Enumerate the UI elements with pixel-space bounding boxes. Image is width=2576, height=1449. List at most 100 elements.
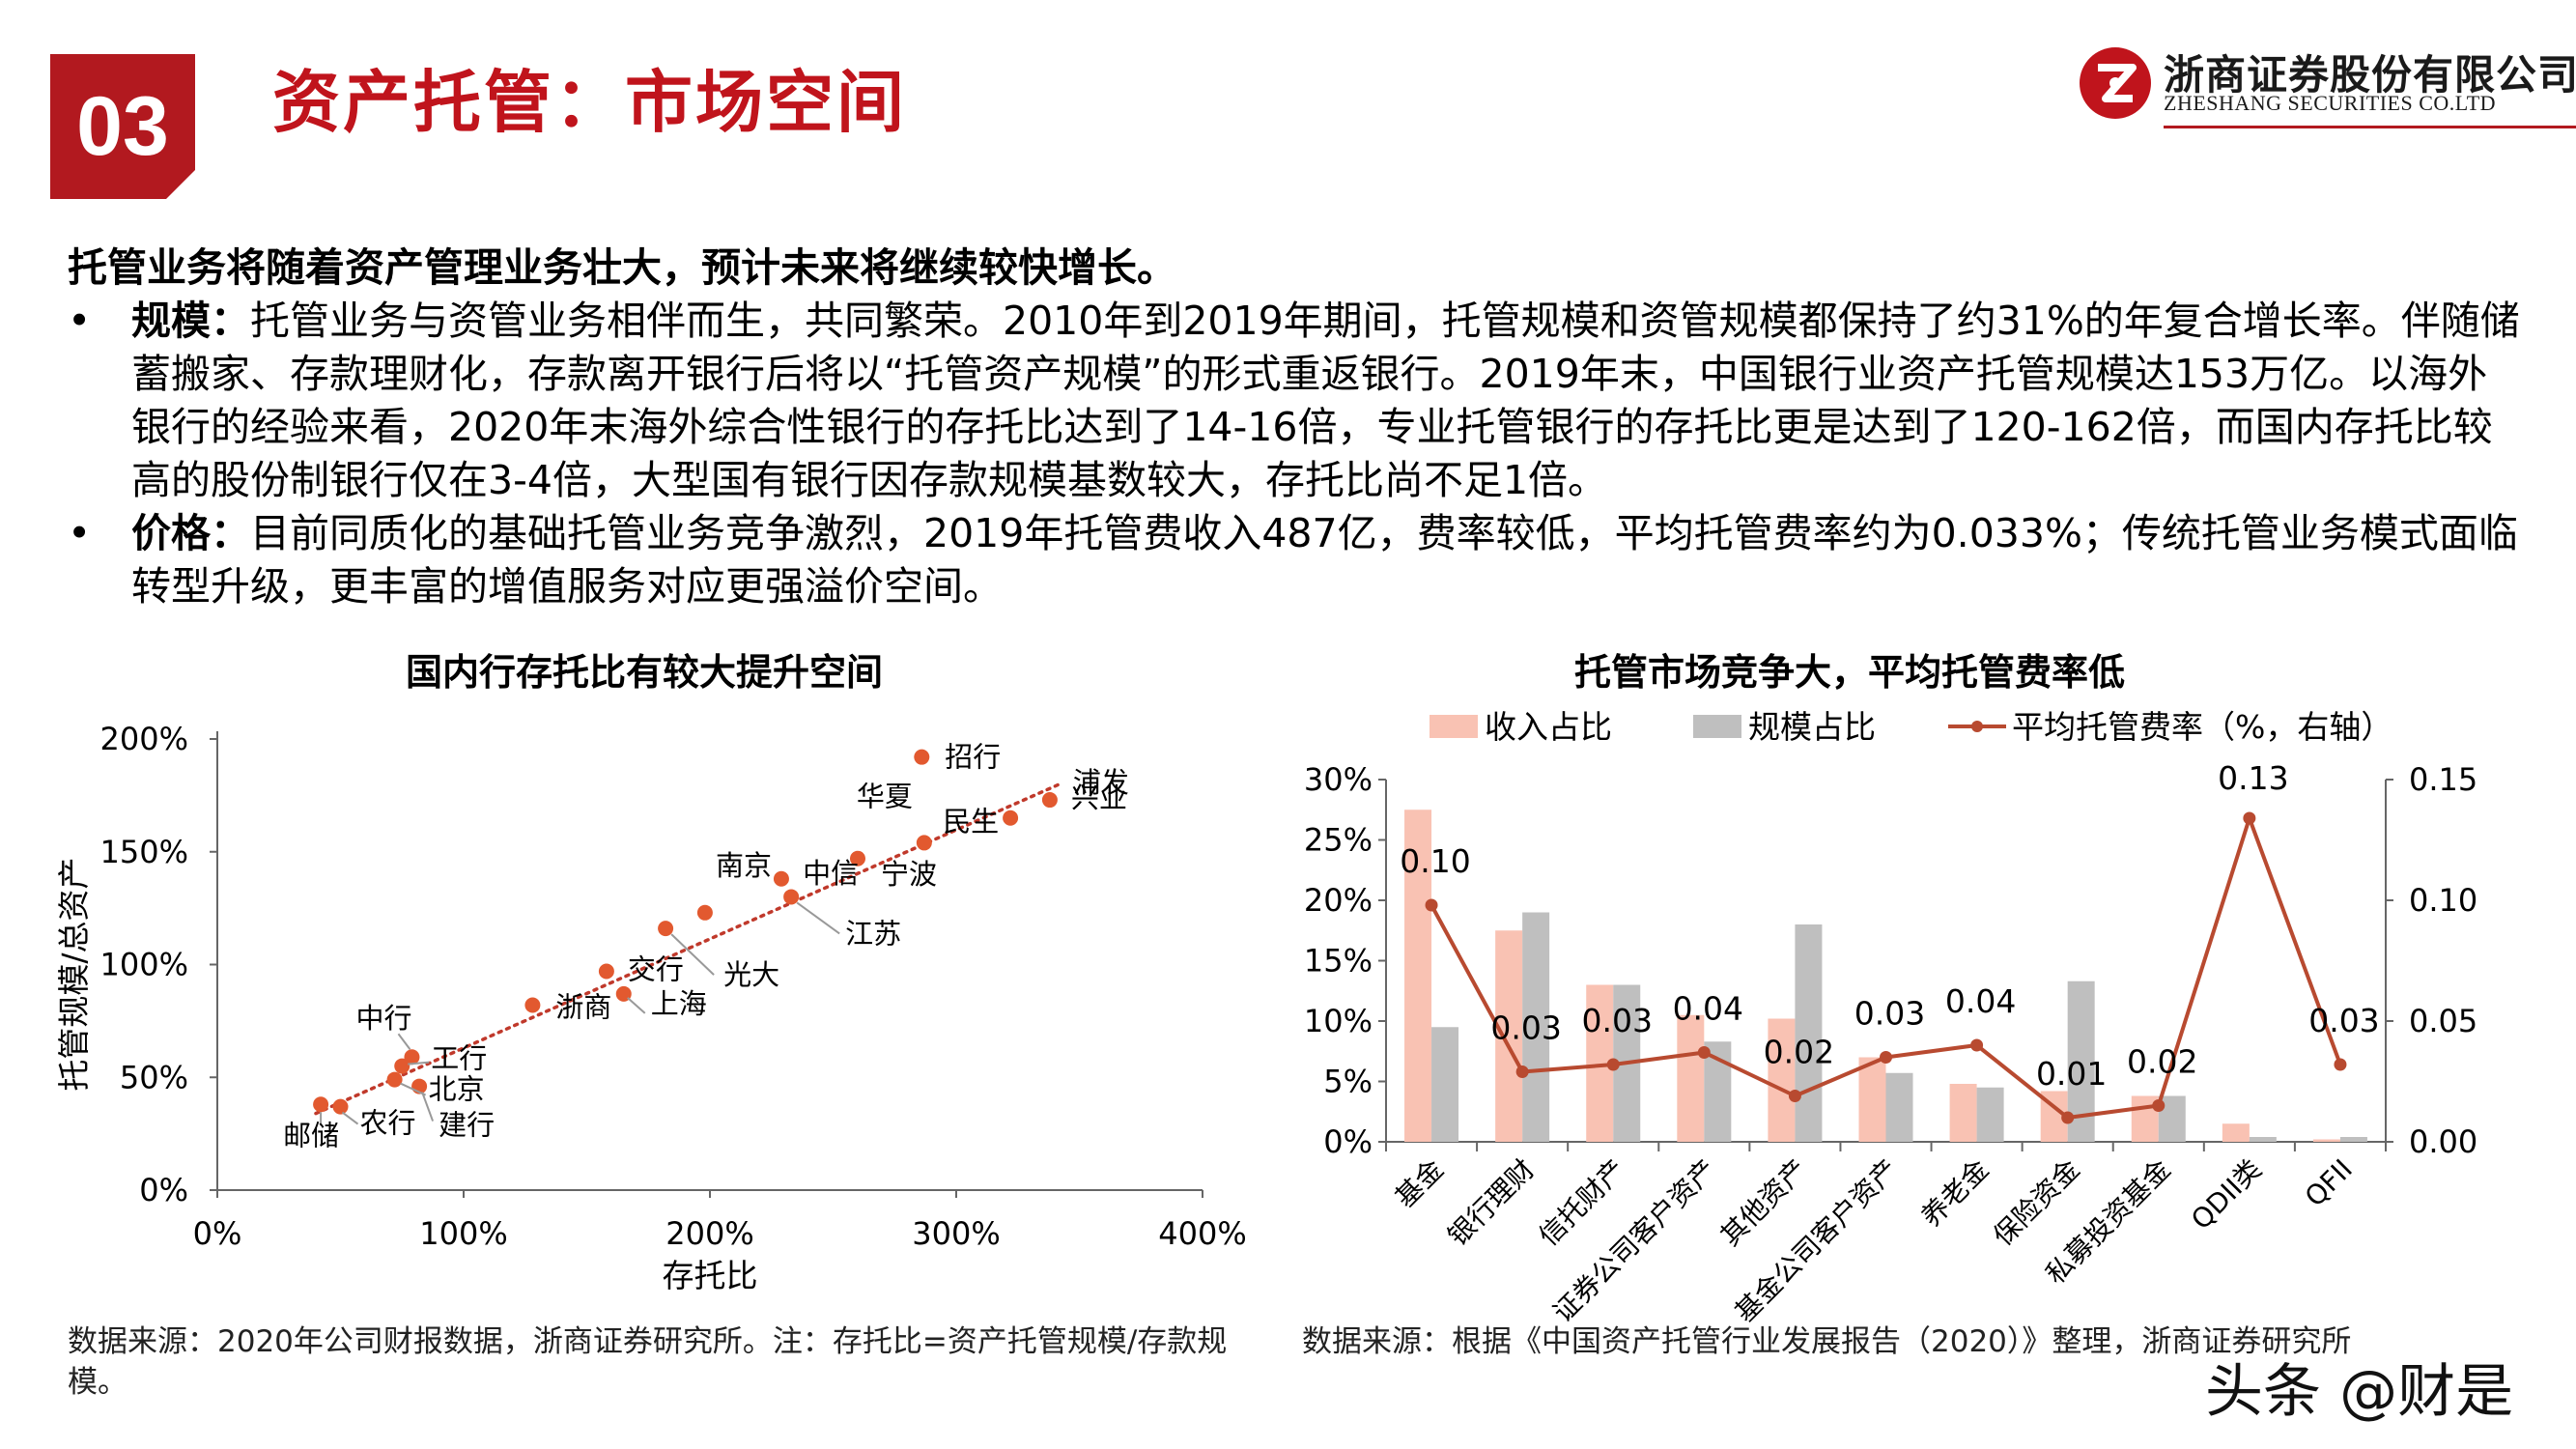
section-number-badge: 03	[50, 54, 195, 199]
point-label: 北京	[429, 1073, 485, 1106]
fee-point	[2152, 1099, 2166, 1112]
bar-income	[2222, 1123, 2250, 1142]
data-point	[773, 870, 789, 887]
point-label: 浦发	[1073, 766, 1129, 799]
fee-data-label: 0.10	[1400, 842, 1470, 880]
watermark: 头条 @财是	[2205, 1358, 2514, 1426]
fee-data-label: 0.02	[2127, 1043, 2197, 1081]
fee-data-label: 0.03	[1490, 1009, 1561, 1047]
legend-label-scale: 规模占比	[1748, 708, 1876, 746]
data-point	[394, 1058, 410, 1074]
point-label: 农行	[360, 1107, 416, 1140]
point-label: 工行	[431, 1042, 487, 1075]
fee-data-label: 0.02	[1764, 1034, 1834, 1071]
data-point	[1003, 810, 1019, 826]
point-label: 上海	[651, 987, 707, 1020]
category-label: QFII	[2299, 1153, 2359, 1213]
fee-point	[1606, 1058, 1620, 1071]
leader-line	[408, 1061, 430, 1065]
right-tick-label: 0.15	[2409, 761, 2477, 798]
fee-point	[2334, 1058, 2347, 1071]
leader-line	[796, 901, 840, 935]
data-point	[783, 889, 800, 905]
data-point	[524, 997, 541, 1013]
fee-point	[1515, 1065, 1529, 1078]
data-point	[658, 921, 674, 937]
fee-data-label: 0.04	[1945, 982, 2016, 1020]
point-label: 江苏	[845, 917, 901, 950]
bar-scale	[1976, 1087, 2004, 1142]
y-axis-label: 托管规模/总资产	[58, 857, 93, 1091]
fee-data-label: 0.03	[1854, 995, 1925, 1033]
category-label: 证券公司客户资产	[1547, 1153, 1723, 1323]
bar-income	[1404, 810, 1432, 1142]
category-label: 养老金	[1915, 1153, 1996, 1234]
company-logo-mark-icon	[2080, 47, 2151, 119]
data-point	[916, 835, 932, 851]
left-tick-label: 25%	[1304, 822, 1373, 859]
fee-data-label: 0.04	[1673, 990, 1743, 1028]
data-point	[598, 963, 614, 980]
left-tick-label: 5%	[1323, 1064, 1373, 1100]
bar-scale	[1522, 912, 1550, 1142]
company-logo: 浙商证券股份有限公司 ZHESHANG SECURITIES CO.LTD	[2077, 41, 2576, 128]
x-tick-label: 200%	[665, 1215, 753, 1252]
right-tick-label: 0.05	[2409, 1003, 2477, 1039]
leader-line	[397, 1033, 411, 1050]
bullet-label: 价格：	[131, 510, 250, 556]
bar-income	[1858, 1057, 1886, 1142]
legend-swatch-scale	[1693, 715, 1741, 738]
data-point	[1041, 792, 1058, 809]
fee-point	[1425, 898, 1438, 912]
bullet-label: 规模：	[131, 298, 250, 344]
bullet-text: 托管业务与资管业务相伴而生，共同繁荣。2010年到2019年期间，托管规模和资管…	[131, 298, 2520, 503]
bar-scale	[2339, 1137, 2367, 1142]
bar-scale	[1431, 1027, 1459, 1142]
legend-label-fee: 平均托管费率（%，右轴）	[2012, 708, 2392, 746]
left-tick-label: 30%	[1304, 761, 1373, 798]
bullet-text: 目前同质化的基础托管业务竞争激烈，2019年托管费收入487亿，费率较低，平均托…	[131, 510, 2518, 610]
left-tick-label: 0%	[1323, 1123, 1373, 1160]
y-tick-label: 50%	[120, 1059, 188, 1095]
bullet-scale: • 规模：托管业务与资管业务相伴而生，共同繁荣。2010年到2019年期间，托管规…	[68, 295, 2521, 507]
bar-scale	[1885, 1072, 1913, 1142]
fee-point	[1697, 1046, 1711, 1059]
fee-data-label: 0.13	[2218, 759, 2288, 797]
bar-income	[1949, 1084, 1977, 1142]
point-label: 民生	[943, 806, 999, 838]
point-label: 中信	[803, 857, 859, 890]
fee-point	[2243, 811, 2256, 825]
data-point	[386, 1071, 403, 1088]
leader-line	[400, 1082, 427, 1096]
left-source-note: 数据来源：2020年公司财报数据，浙商证券研究所。注：存托比=资产托管规模/存款…	[68, 1324, 1228, 1400]
company-name-en: ZHESHANG SECURITIES CO.LTD	[2164, 91, 2497, 115]
left-tick-label: 10%	[1304, 1003, 1373, 1039]
bar-scale	[2249, 1137, 2277, 1142]
fee-data-label: 0.01	[2036, 1055, 2107, 1093]
point-label: 浙商	[555, 991, 611, 1024]
scatter-chart: 存托比 托管规模/总资产 0% 100% 200% 300% 400% 0% 50% 100%…	[58, 721, 1247, 1294]
point-label: 兴业	[1071, 781, 1127, 814]
fee-point	[1880, 1051, 1892, 1064]
y-tick-label: 200%	[100, 721, 188, 757]
right-source-note: 数据来源：根据《中国资产托管行业发展报告（2020）》整理，浙商证券研究所	[1302, 1324, 2352, 1359]
bar-scale	[1795, 924, 1823, 1142]
left-tick-label: 20%	[1304, 882, 1373, 919]
point-label: 华夏	[857, 780, 913, 812]
x-tick-label: 0%	[193, 1215, 242, 1252]
x-tick-label: 100%	[419, 1215, 507, 1252]
leader-line	[341, 1111, 359, 1125]
point-label: 建行	[439, 1109, 495, 1142]
y-tick-label: 0%	[139, 1172, 188, 1208]
page-title: 资产托管：市场空间	[272, 63, 907, 142]
data-point	[914, 749, 930, 765]
point-label: 宁波	[881, 858, 937, 891]
fee-point	[2061, 1111, 2075, 1124]
category-label: 基金	[1389, 1153, 1450, 1214]
fee-data-label: 0.03	[2308, 1002, 2379, 1039]
category-label: 银行理财	[1442, 1153, 1542, 1253]
right-tick-label: 0.10	[2409, 882, 2477, 919]
lead-sentence: 托管业务将随着资产管理业务壮大，预计未来将继续较快增长。	[68, 244, 1176, 291]
leader-line	[421, 1092, 435, 1122]
leader-line	[670, 933, 715, 976]
